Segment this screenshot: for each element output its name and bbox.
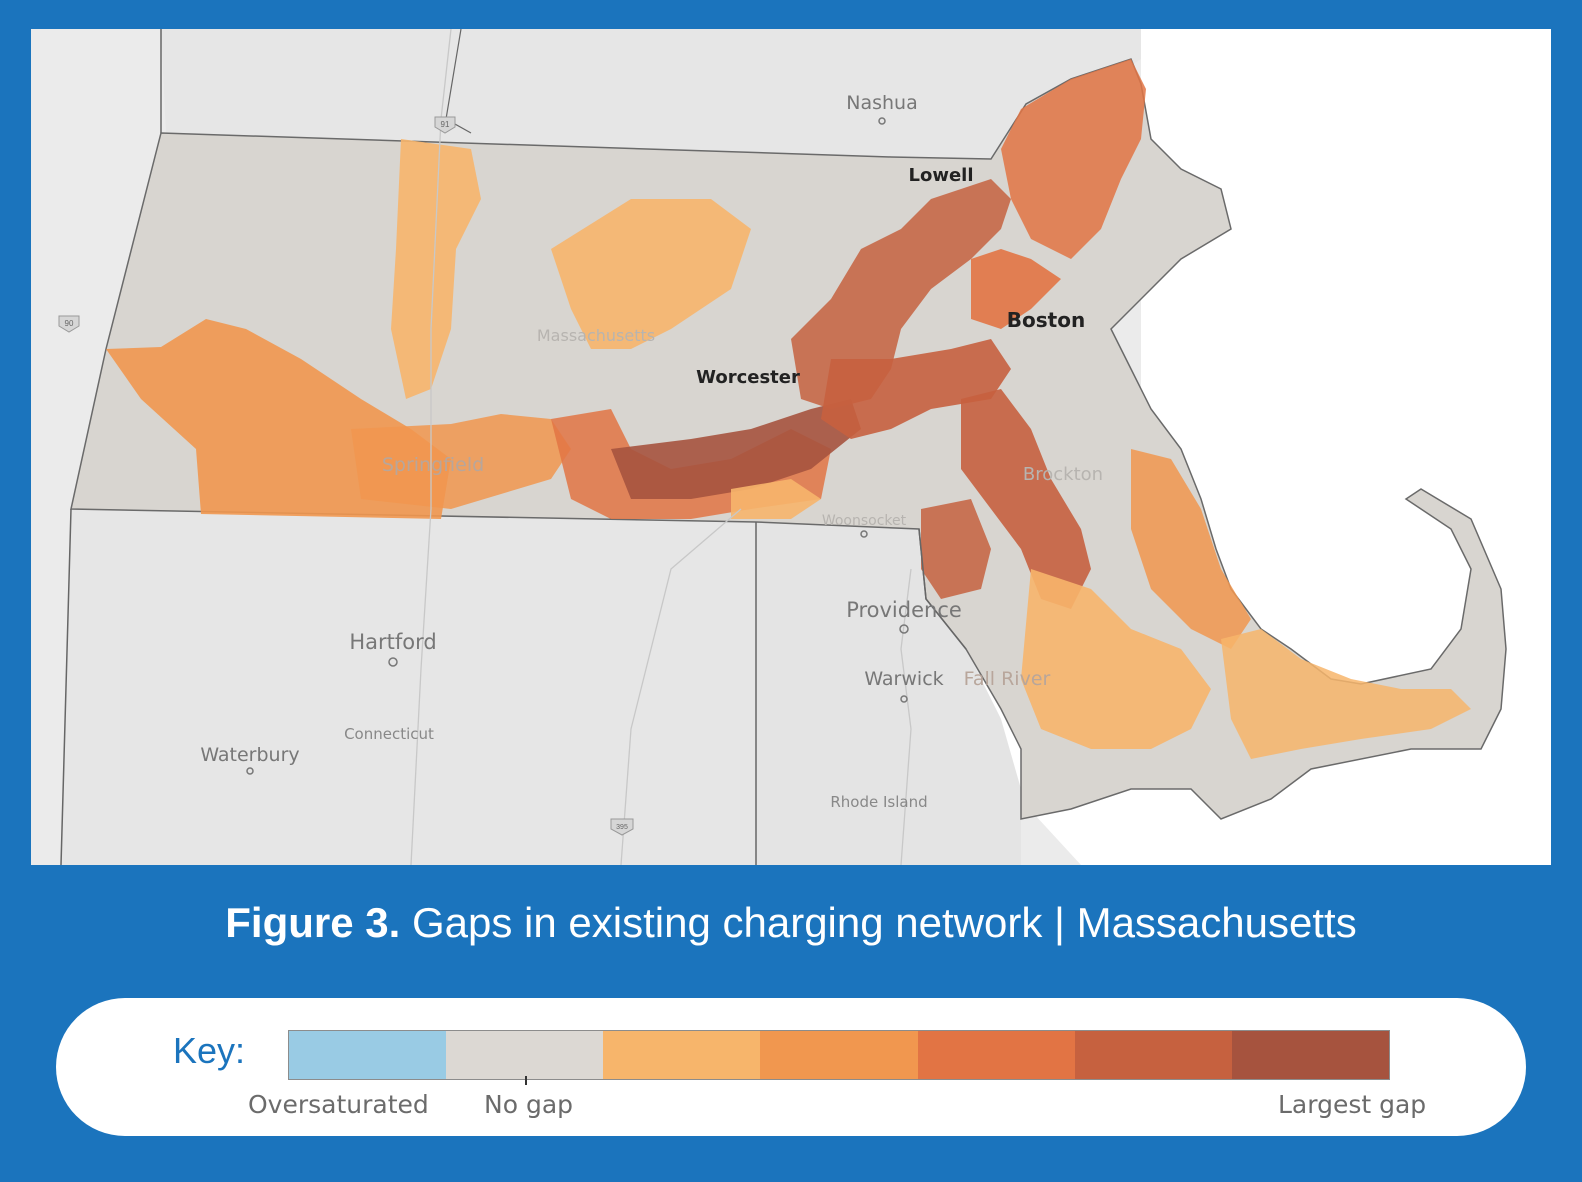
label-boston: Boston xyxy=(1007,308,1085,332)
legend-high-label: Largest gap xyxy=(1278,1090,1427,1119)
label-nashua: Nashua xyxy=(846,92,917,114)
gap-southeast xyxy=(1021,569,1211,749)
road-i95-ri xyxy=(900,568,912,865)
legend-low-label: Oversaturated xyxy=(248,1090,429,1119)
legend-no-gap-tick xyxy=(525,1076,527,1085)
label-woonsocket: Woonsocket xyxy=(822,513,907,529)
providence-dot xyxy=(899,624,909,634)
map: 91 90 395 Massachusetts Connecticut Rhod… xyxy=(31,29,1551,865)
gap-northwest-corridor xyxy=(391,139,481,399)
label-worcester: Worcester xyxy=(696,367,800,388)
state-border-ct-ri xyxy=(60,508,757,865)
legend-panel: Key: Oversaturated No gap Largest gap xyxy=(56,998,1526,1136)
label-springfield: Springfield xyxy=(382,454,484,476)
label-waterbury: Waterbury xyxy=(200,744,299,766)
label-connecticut: Connecticut xyxy=(344,725,434,743)
label-fall-river: Fall River xyxy=(964,668,1051,690)
highway-shield-i395: 395 xyxy=(610,818,634,836)
nashua-dot xyxy=(878,117,886,125)
label-brockton: Brockton xyxy=(1023,464,1103,485)
legend-mid-label: No gap xyxy=(484,1090,574,1119)
gap-north-shore xyxy=(1001,59,1146,259)
woonsocket-dot xyxy=(860,530,868,538)
state-border-ri-ma xyxy=(918,528,967,650)
gap-metrowest xyxy=(821,339,1011,439)
legend-swatch-2 xyxy=(603,1031,761,1079)
legend-color-scale xyxy=(288,1030,1390,1080)
gap-central-quabbin xyxy=(551,199,751,349)
legend-swatch-3 xyxy=(760,1031,918,1079)
label-lowell: Lowell xyxy=(908,165,973,186)
gap-route128 xyxy=(971,249,1061,329)
gap-south-corridor xyxy=(961,389,1091,609)
legend-swatch-4 xyxy=(917,1031,1075,1079)
ct-land xyxy=(61,509,756,865)
label-warwick: Warwick xyxy=(864,668,943,690)
legend-swatch-6 xyxy=(1231,1031,1389,1079)
legend-title: Key: xyxy=(173,1030,246,1071)
highway-shield-i91: 91 xyxy=(434,116,456,134)
gap-cape-cod xyxy=(1221,629,1471,759)
road-i395 xyxy=(620,508,742,865)
ri-land xyxy=(756,522,1021,865)
legend-swatch-5 xyxy=(1074,1031,1232,1079)
figure-caption: Figure 3. Gaps in existing charging netw… xyxy=(0,898,1582,948)
gap-worcester-corridor xyxy=(791,179,1011,409)
label-providence: Providence xyxy=(846,598,962,622)
label-rhode-island: Rhode Island xyxy=(830,793,927,811)
figure-title: Gaps in existing charging network | Mass… xyxy=(412,899,1357,946)
gap-mass-pike-sturbridge xyxy=(611,399,861,499)
hartford-dot xyxy=(388,657,398,667)
warwick-dot xyxy=(900,695,908,703)
i90-label: 90 xyxy=(65,319,74,328)
highway-shield-i90: 90 xyxy=(58,315,80,333)
gap-springfield xyxy=(351,414,571,509)
map-canvas: 91 90 395 Massachusetts Connecticut Rhod… xyxy=(58,29,1551,865)
legend-swatch-1 xyxy=(446,1031,604,1079)
nh-land xyxy=(161,29,1141,159)
waterbury-dot xyxy=(246,767,254,775)
gap-south-worcester xyxy=(731,479,821,519)
legend-swatch-0 xyxy=(289,1031,447,1079)
i91-label: 91 xyxy=(441,120,450,129)
figure-number: Figure 3. xyxy=(225,899,401,946)
gap-plymouth xyxy=(1131,449,1251,649)
road-i91 xyxy=(410,29,452,865)
gap-route495-south xyxy=(921,499,991,599)
i395-label: 395 xyxy=(616,824,628,831)
label-massachusetts: Massachusetts xyxy=(537,326,655,345)
label-hartford: Hartford xyxy=(349,630,436,654)
